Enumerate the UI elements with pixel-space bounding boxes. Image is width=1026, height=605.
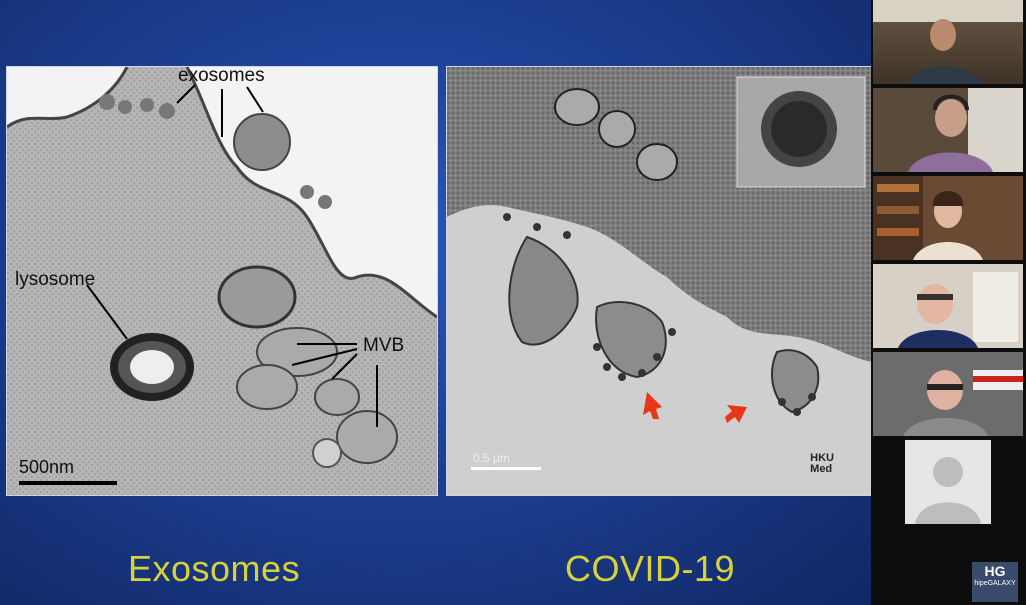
lysosome-label: lysosome [15, 269, 96, 290]
participant-1[interactable] [873, 0, 1023, 84]
hku-med-logo: HKU Med [810, 453, 834, 475]
video-feed [908, 88, 1023, 172]
participant-4[interactable] [873, 264, 1023, 348]
logo-line-2: Med [810, 463, 833, 475]
scale-label: 500nm [19, 457, 75, 477]
participant-5[interactable] [873, 352, 1023, 436]
mvb-label: MVB [363, 335, 405, 356]
watermark-mark: HG [984, 563, 1006, 579]
video-feed [903, 370, 1023, 436]
watermark-text: hipeGALAXY [974, 580, 1016, 587]
participant-3[interactable] [873, 176, 1023, 260]
presentation-slide: exosomes lysosome MVB 500nm [0, 0, 880, 605]
video-feed [873, 0, 1023, 84]
pointer-arrows [643, 392, 747, 423]
exosomes-label: exosomes [178, 66, 265, 86]
video-feed [873, 264, 1023, 348]
video-feed [873, 176, 983, 260]
covid-micrograph: 0.5 µm HKU Med [446, 66, 873, 496]
avatar-icon [905, 440, 991, 524]
scale-bar [19, 481, 117, 485]
micrograph-drawing [7, 67, 437, 495]
caption-exosomes: Exosomes [128, 548, 301, 589]
participants-panel [871, 0, 1026, 605]
scale-label: 0.5 µm [473, 451, 510, 465]
caption-covid: COVID-19 [565, 548, 736, 589]
participant-6-avatar[interactable] [905, 440, 991, 524]
scale-bar [471, 467, 541, 470]
micrograph-drawing [447, 67, 872, 495]
exosomes-micrograph: exosomes lysosome MVB 500nm [6, 66, 438, 496]
watermark-logo: HG hipeGALAXY [972, 562, 1018, 602]
participant-2[interactable] [873, 88, 1023, 172]
logo-line-1: HKU [810, 452, 834, 464]
